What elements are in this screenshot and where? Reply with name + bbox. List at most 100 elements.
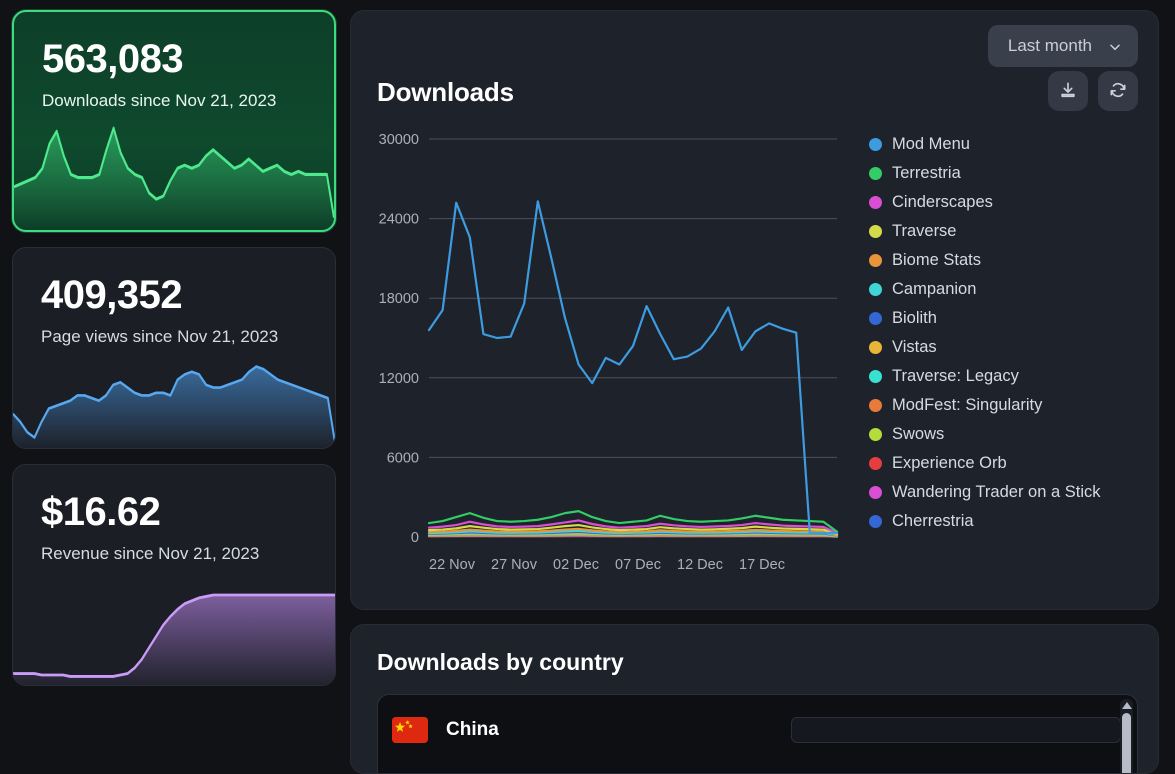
pageviews-stat-body: 409,352 Page views since Nov 21, 2023 bbox=[13, 248, 335, 349]
legend-item-traverse-legacy[interactable]: Traverse: Legacy bbox=[869, 363, 1138, 389]
plot-wrap: 0 6000 12000 18000 24000 30000 22 Nov 27 Nov 02… bbox=[377, 125, 847, 595]
downloads-sparkline bbox=[14, 126, 334, 230]
legend-color-dot bbox=[869, 137, 882, 151]
country-name: China bbox=[446, 719, 499, 740]
download-button[interactable] bbox=[1048, 71, 1088, 111]
legend-item-label: Cinderscapes bbox=[892, 192, 993, 211]
downloads-by-country-panel: Downloads by country China bbox=[350, 624, 1159, 774]
chart-series-line bbox=[427, 510, 839, 533]
legend-item-biome-stats[interactable]: Biome Stats bbox=[869, 247, 1138, 273]
legend-item-cinderscapes[interactable]: Cinderscapes bbox=[869, 189, 1138, 215]
legend-color-dot bbox=[869, 514, 882, 528]
legend-color-dot bbox=[869, 485, 882, 499]
stats-column: 563,083 Downloads since Nov 21, 2023 409… bbox=[12, 8, 336, 774]
legend-item-modfest-singularity[interactable]: ModFest: Singularity bbox=[869, 392, 1138, 418]
legend-item-label: ModFest: Singularity bbox=[892, 395, 1043, 414]
legend-item-label: Wandering Trader on a Stick bbox=[892, 482, 1101, 501]
chart-action-buttons bbox=[1048, 71, 1138, 111]
legend-color-dot bbox=[869, 166, 882, 180]
legend-item-label: Swows bbox=[892, 424, 945, 443]
x-axis: 22 Nov 27 Nov 02 Dec 07 Dec 12 Dec 17 Dec bbox=[429, 557, 847, 573]
y-axis-tick-label: 6000 bbox=[387, 450, 419, 466]
x-axis-tick-label: 02 Dec bbox=[553, 557, 599, 573]
downloads-chart-panel: Last month Downloads bbox=[350, 10, 1159, 610]
downloads-stat-value: 563,083 bbox=[42, 37, 184, 81]
revenue-sparkline bbox=[13, 593, 335, 685]
date-range-select[interactable]: Last month bbox=[987, 25, 1138, 67]
pageviews-stat-label: Page views since Nov 21, 2023 bbox=[41, 327, 279, 346]
downloads-stat-body: 563,083 Downloads since Nov 21, 2023 bbox=[14, 12, 334, 113]
legend-item-terrestria[interactable]: Terrestria bbox=[869, 160, 1138, 186]
legend-color-dot bbox=[869, 311, 882, 325]
legend-color-dot bbox=[869, 369, 882, 383]
revenue-stat-body: $16.62 Revenue since Nov 21, 2023 bbox=[13, 465, 335, 566]
downloads-stat-label: Downloads since Nov 21, 2023 bbox=[42, 91, 277, 110]
legend-item-swows[interactable]: Swows bbox=[869, 421, 1138, 447]
legend-item-wandering-trader-on-a-stick[interactable]: Wandering Trader on a Stick bbox=[869, 479, 1138, 505]
legend-color-dot bbox=[869, 398, 882, 412]
y-axis-tick-label: 0 bbox=[411, 530, 419, 546]
page-title: Downloads bbox=[377, 77, 514, 107]
legend-item-label: Traverse: Legacy bbox=[892, 366, 1019, 385]
legend-item-campanion[interactable]: Campanion bbox=[869, 276, 1138, 302]
revenue-stat-value: $16.62 bbox=[41, 490, 161, 534]
x-axis-tick-label: 22 Nov bbox=[429, 557, 475, 573]
refresh-icon bbox=[1108, 80, 1128, 103]
legend-item-label: Vistas bbox=[892, 337, 937, 356]
date-range-label: Last month bbox=[1007, 36, 1092, 55]
chart-series-line bbox=[427, 523, 839, 536]
legend-color-dot bbox=[869, 282, 882, 296]
legend-item-experience-orb[interactable]: Experience Orb bbox=[869, 450, 1138, 476]
downloads-line-chart[interactable]: 0 6000 12000 18000 24000 30000 bbox=[377, 125, 847, 555]
legend-item-label: Campanion bbox=[892, 279, 977, 298]
legend-item-mod-menu[interactable]: Mod Menu bbox=[869, 131, 1138, 157]
legend-item-cherrestria[interactable]: Cherrestria bbox=[869, 508, 1138, 534]
chart-legend: Mod Menu Terrestria Cinderscapes Traverse Bi… bbox=[847, 125, 1138, 595]
main-column: Last month Downloads bbox=[350, 8, 1159, 774]
legend-item-label: Terrestria bbox=[892, 163, 961, 182]
chevron-down-icon bbox=[1108, 39, 1122, 53]
country-list-scrollbar[interactable] bbox=[1120, 699, 1133, 773]
x-axis-tick-label: 07 Dec bbox=[615, 557, 661, 573]
legend-item-label: Experience Orb bbox=[892, 453, 1007, 472]
legend-item-biolith[interactable]: Biolith bbox=[869, 305, 1138, 331]
x-axis-tick-label: 17 Dec bbox=[739, 557, 785, 573]
y-axis-tick-label: 30000 bbox=[379, 132, 419, 148]
legend-color-dot bbox=[869, 427, 882, 441]
chart-topbar: Last month bbox=[377, 25, 1138, 67]
legend-item-vistas[interactable]: Vistas bbox=[869, 334, 1138, 360]
legend-item-label: Mod Menu bbox=[892, 134, 970, 153]
legend-item-label: Cherrestria bbox=[892, 511, 974, 530]
country-list[interactable]: China bbox=[377, 694, 1138, 773]
y-axis-tick-label: 12000 bbox=[379, 371, 419, 387]
pageviews-sparkline bbox=[13, 365, 335, 448]
chart-header: Downloads bbox=[377, 71, 1138, 111]
downloads-stat-card[interactable]: 563,083 Downloads since Nov 21, 2023 bbox=[12, 10, 336, 232]
x-axis-tick-label: 27 Nov bbox=[491, 557, 537, 573]
legend-color-dot bbox=[869, 253, 882, 267]
legend-color-dot bbox=[869, 224, 882, 238]
download-icon bbox=[1058, 80, 1078, 103]
legend-item-label: Biolith bbox=[892, 308, 937, 327]
revenue-stat-label: Revenue since Nov 21, 2023 bbox=[41, 544, 260, 563]
legend-item-traverse[interactable]: Traverse bbox=[869, 218, 1138, 244]
pageviews-stat-card[interactable]: 409,352 Page views since Nov 21, 2023 bbox=[12, 247, 336, 449]
scrollbar-thumb[interactable] bbox=[1122, 713, 1131, 773]
legend-color-dot bbox=[869, 456, 882, 470]
pageviews-stat-value: 409,352 bbox=[41, 273, 183, 317]
legend-item-label: Biome Stats bbox=[892, 250, 981, 269]
flag-cn-icon bbox=[392, 717, 428, 743]
legend-color-dot bbox=[869, 195, 882, 209]
list-item[interactable]: China bbox=[378, 695, 1137, 751]
chart-series-line bbox=[427, 527, 839, 536]
chart-series-line bbox=[427, 200, 839, 535]
refresh-button[interactable] bbox=[1098, 71, 1138, 111]
scroll-up-arrow-icon[interactable] bbox=[1121, 702, 1132, 709]
country-bar-track bbox=[791, 717, 1121, 743]
legend-color-dot bbox=[869, 340, 882, 354]
revenue-stat-card[interactable]: $16.62 Revenue since Nov 21, 2023 bbox=[12, 464, 336, 686]
y-axis-tick-label: 24000 bbox=[379, 212, 419, 228]
chart-series-line bbox=[427, 519, 839, 535]
country-panel-title: Downloads by country bbox=[377, 649, 624, 675]
